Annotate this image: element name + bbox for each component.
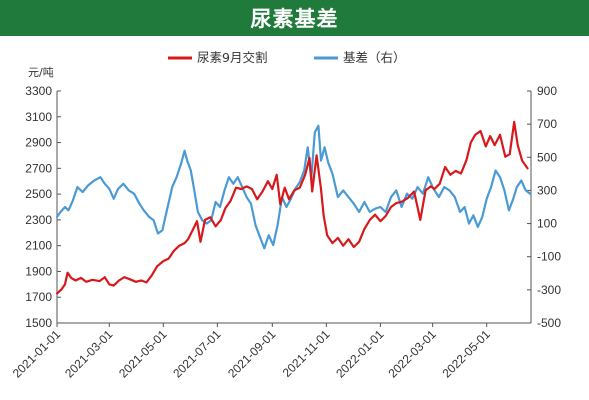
x-tick-label: 2021-05-01 bbox=[116, 327, 170, 381]
axes: 3300 3100 2900 2700 2500 2300 2100 1900 1700 1500… bbox=[10, 84, 562, 381]
series-line-basis bbox=[55, 124, 532, 250]
chart-title-banner: 尿素基差 bbox=[0, 0, 589, 36]
chart-title: 尿素基差 bbox=[250, 7, 339, 31]
y-left-tick-label: 1500 bbox=[25, 316, 52, 330]
x-tick-label: 2021-03-01 bbox=[62, 327, 116, 381]
y-left-unit-label: 元/吨 bbox=[28, 66, 54, 79]
y-left-tick-label: 2100 bbox=[25, 239, 52, 253]
y-right-tick-label: 900 bbox=[537, 84, 557, 98]
series-line-futures bbox=[55, 120, 529, 295]
x-tick-label: 2021-11-01 bbox=[280, 327, 333, 380]
y-left-tick-label: 1700 bbox=[25, 290, 52, 304]
y-right-tick-label: 700 bbox=[537, 117, 557, 131]
y-right-tick-label: -300 bbox=[537, 283, 561, 297]
y-right-tick-label: 100 bbox=[537, 217, 557, 231]
x-tick-label: 2022-01-01 bbox=[333, 327, 387, 381]
legend-label-futures: 尿素9月交割 bbox=[197, 50, 267, 65]
y-right-tick-label: 300 bbox=[537, 183, 557, 197]
y-left-tick-label: 2300 bbox=[25, 213, 52, 227]
series-layer bbox=[55, 120, 532, 295]
x-tick-label: 2021-01-01 bbox=[10, 327, 64, 381]
y-left-tick-label: 2700 bbox=[25, 161, 52, 175]
y-right-tick-label: -100 bbox=[537, 250, 561, 264]
y-left-tick-label: 2500 bbox=[25, 187, 52, 201]
x-tick-label: 2022-03-01 bbox=[385, 327, 439, 381]
y-left-tick-label: 3100 bbox=[25, 110, 52, 124]
x-tick-label: 2021-07-01 bbox=[170, 327, 224, 381]
y-right-tick-label: 500 bbox=[537, 150, 557, 164]
y-right-tick-label: -500 bbox=[537, 316, 561, 330]
x-tick-label: 2022-05-01 bbox=[440, 327, 494, 381]
x-tick-label: 2021-09-01 bbox=[225, 327, 279, 381]
legend: 尿素9月交割 基差（右） bbox=[168, 50, 406, 65]
y-left-tick-label: 1900 bbox=[25, 264, 52, 278]
y-left-tick-label: 3300 bbox=[25, 84, 52, 98]
legend-label-basis: 基差（右） bbox=[343, 50, 406, 65]
y-left-tick-label: 2900 bbox=[25, 136, 52, 150]
